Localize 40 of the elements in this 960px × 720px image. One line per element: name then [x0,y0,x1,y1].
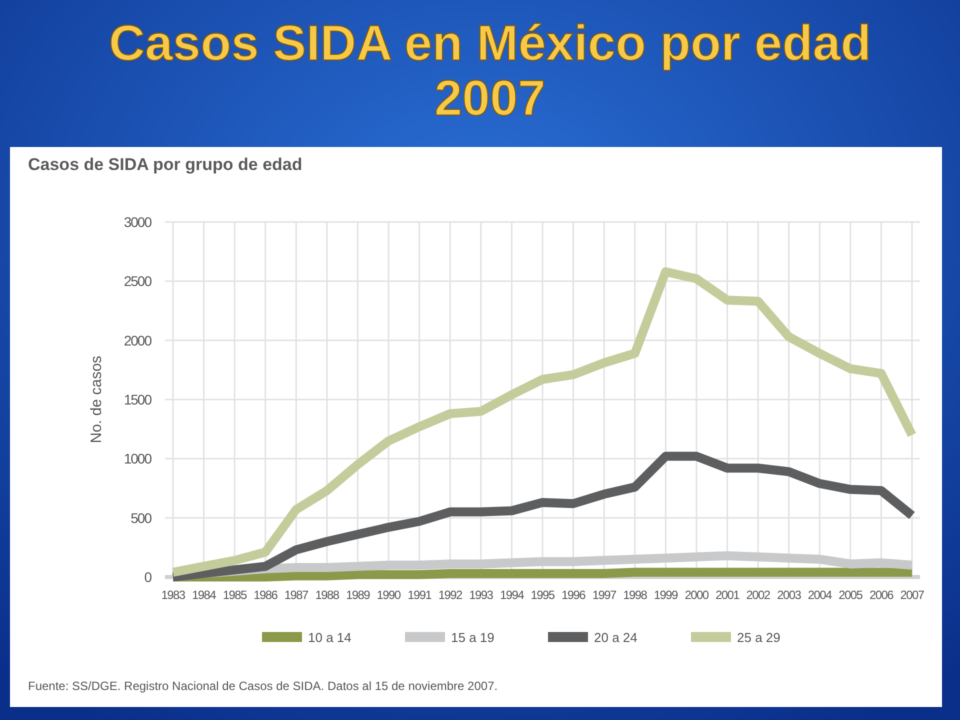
x-tick-label: 1994 [500,588,525,602]
source-note: Fuente: SS/DGE. Registro Nacional de Casos de SIDA. Datos al 15 de noviembre 2007. [28,679,498,693]
x-tick-label: 2007 [900,588,925,602]
legend-label: 20 a 24 [594,630,638,645]
legend-label: 25 a 29 [737,630,780,645]
y-tick-label: 1500 [124,392,152,408]
x-tick-label: 1995 [530,588,556,602]
y-axis-title: No. de casos [88,356,105,444]
x-tick-label: 1990 [376,588,402,602]
x-tick-label: 2006 [869,588,894,602]
chart-subtitle: Casos de SIDA por grupo de edad [28,155,302,174]
x-tick-label: 1999 [654,588,679,602]
x-tick-label: 2000 [684,588,710,602]
x-tick-label: 1983 [161,588,186,602]
legend-label: 10 a 14 [308,630,352,645]
x-tick-label: 1984 [192,588,217,602]
y-tick-label: 1000 [124,450,152,467]
x-tick-label: 1997 [592,588,617,602]
x-tick-label: 2002 [746,588,771,602]
x-tick-label: 1998 [623,588,648,602]
x-tick-label: 1987 [284,588,310,602]
x-tick-label: 1991 [408,588,432,602]
legend-label: 15 a 19 [451,630,494,645]
x-tick-label: 1996 [562,588,586,602]
x-tick-label: 2005 [838,588,864,602]
chart-title: Casos SIDA en México por edad 2007 [108,15,872,126]
x-tick-label: 1988 [315,588,340,602]
x-tick-label: 1989 [346,588,371,602]
y-tick-label: 0 [144,569,152,585]
y-tick-label: 3000 [124,214,152,230]
x-tick-label: 1992 [438,588,463,602]
x-tick-label: 2004 [808,588,832,602]
y-tick-label: 2500 [124,273,152,290]
x-tick-label: 1986 [254,588,278,602]
x-tick-label: 1985 [222,588,248,602]
x-tick-label: 1993 [469,588,494,602]
x-tick-label: 2003 [777,588,802,602]
y-tick-label: 500 [130,510,152,526]
x-tick-label: 2001 [716,588,740,602]
y-tick-label: 2000 [124,332,152,348]
